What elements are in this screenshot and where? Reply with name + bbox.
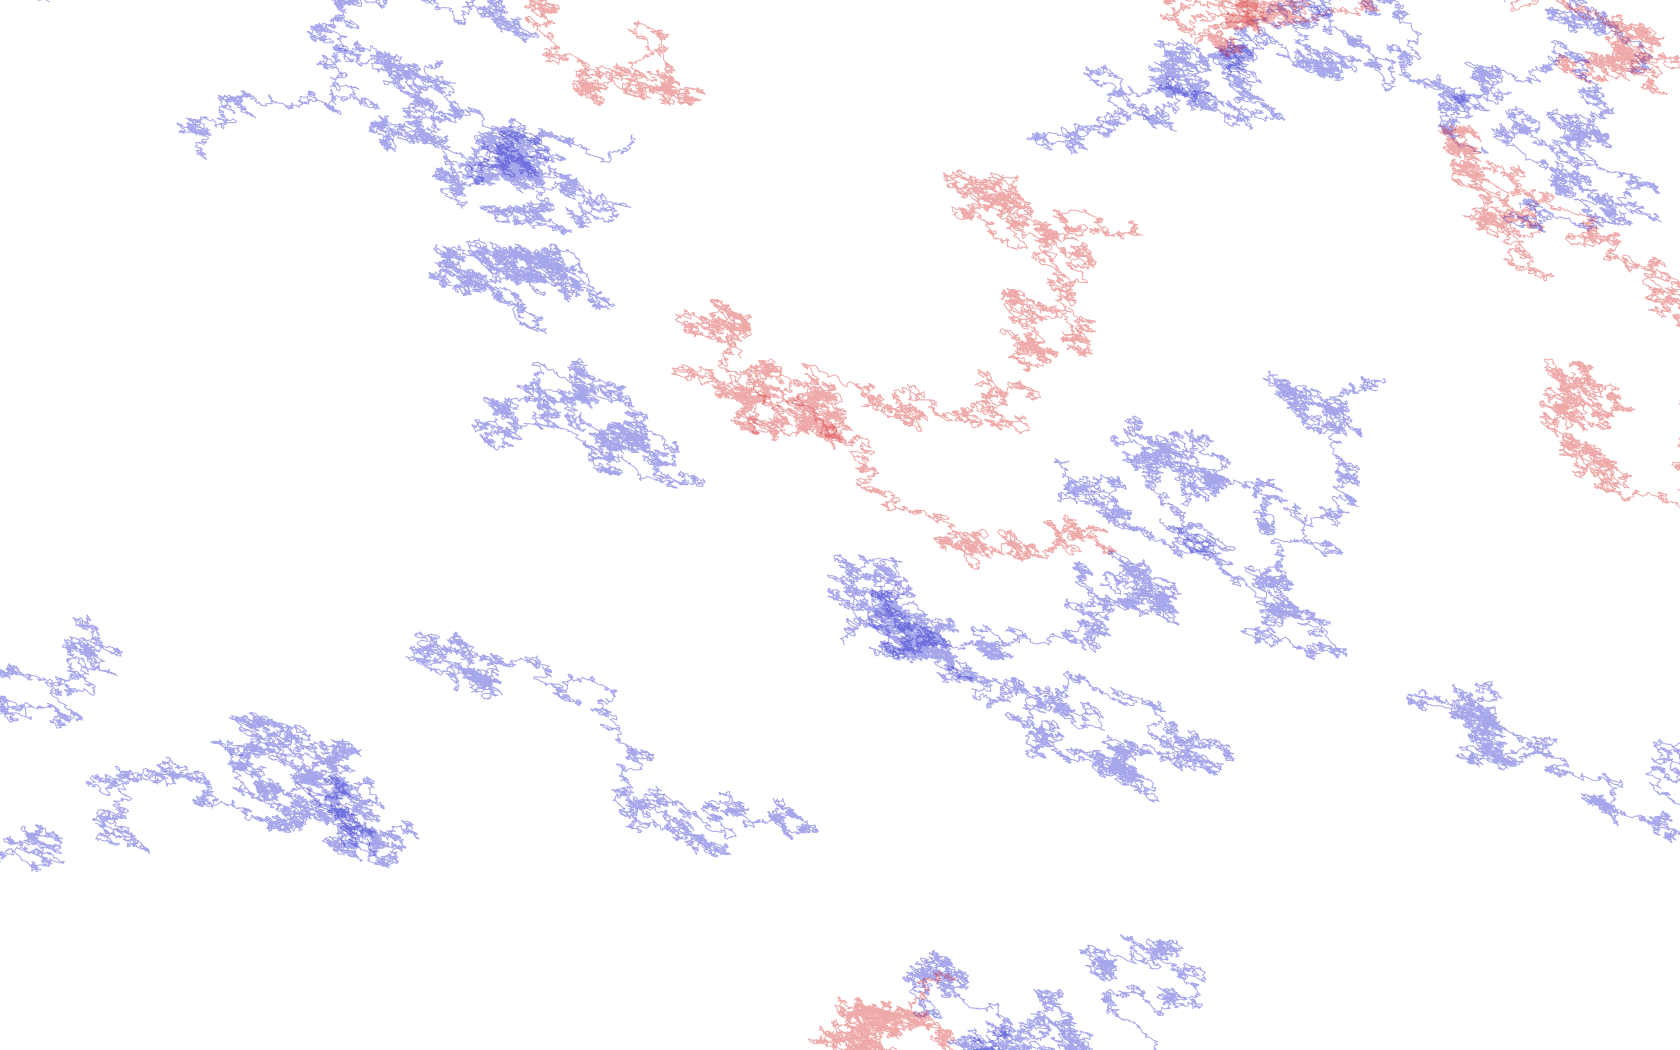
walk-path bbox=[1451, 40, 1662, 233]
walk-path bbox=[85, 753, 385, 856]
walk-path bbox=[210, 711, 420, 869]
walk-path bbox=[0, 824, 65, 873]
walk-path bbox=[739, 358, 1041, 450]
walk-path bbox=[0, 614, 123, 729]
walk-path bbox=[1053, 415, 1289, 561]
walk-path bbox=[1026, 4, 1397, 155]
walk-path bbox=[807, 970, 957, 1050]
walk-path bbox=[471, 357, 706, 489]
walk-path bbox=[943, 660, 1235, 803]
walk-path bbox=[405, 631, 819, 858]
walk-path bbox=[1437, 124, 1680, 328]
walk-path bbox=[1504, 0, 1654, 74]
walk-path bbox=[867, 549, 1182, 661]
walk-path bbox=[827, 553, 975, 684]
walk-path bbox=[1142, 0, 1489, 155]
walk-path bbox=[901, 934, 1207, 1050]
walk-path bbox=[176, 0, 540, 160]
walk-path bbox=[1405, 681, 1680, 844]
walk-path bbox=[942, 169, 1144, 373]
walk-path bbox=[1159, 0, 1266, 58]
walk-path bbox=[523, 0, 706, 107]
walk-path bbox=[1159, 370, 1387, 661]
walk-path bbox=[338, 40, 636, 186]
walk-path bbox=[1539, 358, 1680, 508]
walk-path bbox=[431, 118, 632, 236]
walk-path bbox=[671, 298, 1117, 570]
walk-path bbox=[427, 238, 616, 335]
walk-path bbox=[1509, 0, 1680, 96]
